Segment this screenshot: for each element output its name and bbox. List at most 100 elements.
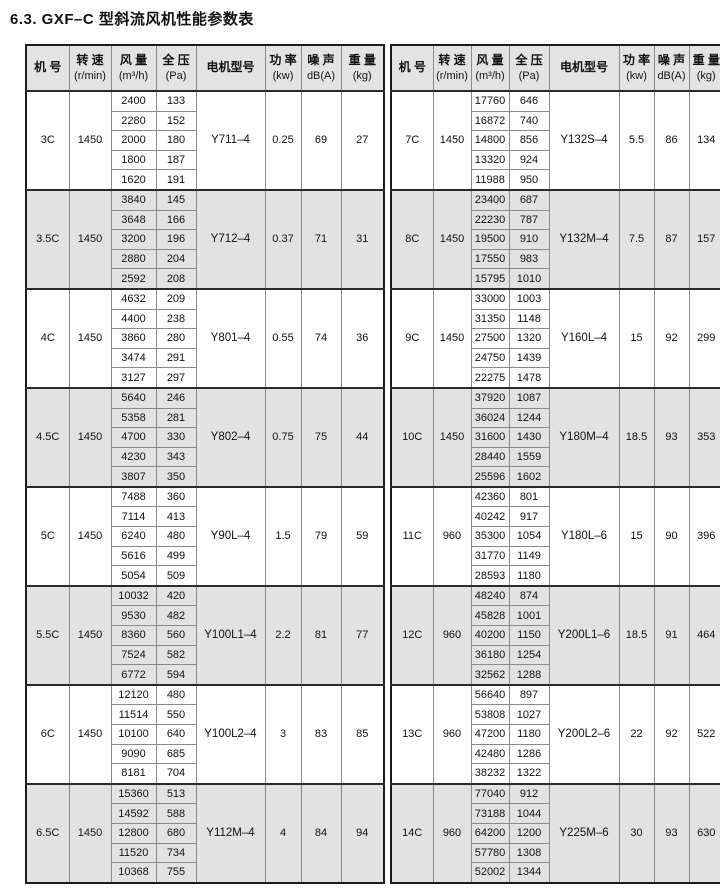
- pressure-cell: 499: [155, 545, 197, 567]
- pressure-cell: 917: [508, 506, 550, 528]
- pressure-cell: 550: [155, 704, 197, 725]
- pressure-cell: 1254: [508, 644, 550, 666]
- pressure-cell: 513: [155, 782, 197, 805]
- pressure-cell: 740: [508, 110, 550, 132]
- model-cell: 4C: [25, 287, 70, 389]
- speed-cell: 1450: [68, 485, 112, 587]
- pressure-cell: 1478: [508, 367, 550, 389]
- model-cell: 6C: [25, 683, 70, 785]
- flow-cell: 5616: [110, 545, 157, 567]
- motor-cell: Y90L–4: [195, 485, 266, 587]
- weight-cell: 299: [688, 287, 720, 389]
- weight-cell: 353: [688, 386, 720, 488]
- flow-cell: 28440: [470, 446, 510, 468]
- pressure-cell: 1308: [508, 842, 550, 864]
- flow-cell: 16872: [470, 110, 510, 132]
- speed-cell: 1450: [432, 386, 472, 488]
- model-cell: 10C: [390, 386, 434, 488]
- flow-cell: 37920: [470, 386, 510, 409]
- power-cell: 0.75: [264, 386, 302, 488]
- noise-cell: 93: [653, 386, 690, 488]
- motor-cell: Y160L–4: [548, 287, 620, 389]
- flow-cell: 31600: [470, 427, 510, 448]
- header-cell-3: 全 压 (Pa): [508, 44, 550, 92]
- noise-cell: 75: [300, 386, 342, 488]
- flow-cell: 28593: [470, 565, 510, 587]
- flow-cell: 15360: [110, 782, 157, 805]
- pressure-cell: 509: [155, 565, 197, 587]
- pressure-cell: 480: [155, 683, 197, 706]
- power-cell: 18.5: [618, 584, 655, 686]
- flow-cell: 73188: [470, 803, 510, 824]
- pressure-cell: 1149: [508, 545, 550, 567]
- model-cell: 13C: [390, 683, 434, 785]
- speed-cell: 1450: [68, 386, 112, 488]
- motor-cell: Y180L–6: [548, 485, 620, 587]
- pressure-cell: 787: [508, 209, 550, 231]
- power-cell: 0.25: [264, 90, 302, 191]
- speed-cell: 960: [432, 584, 472, 686]
- flow-cell: 4230: [110, 446, 157, 468]
- pressure-cell: 1288: [508, 664, 550, 686]
- header-cell-2: 风 量 (m³/h): [110, 44, 157, 92]
- flow-cell: 45828: [470, 605, 510, 627]
- page-title: 6.3. GXF–C 型斜流风机性能参数表: [10, 11, 254, 28]
- pressure-cell: 1286: [508, 743, 550, 765]
- flow-cell: 77040: [470, 782, 510, 805]
- speed-cell: 960: [432, 782, 472, 884]
- pressure-cell: 1244: [508, 407, 550, 429]
- pressure-cell: 191: [155, 169, 197, 191]
- pressure-cell: 680: [155, 822, 197, 844]
- flow-cell: 8181: [110, 763, 157, 785]
- flow-cell: 10032: [110, 584, 157, 607]
- power-cell: 1.5: [264, 485, 302, 587]
- model-cell: 8C: [390, 188, 434, 290]
- pressure-cell: 180: [155, 130, 197, 151]
- pressure-cell: 482: [155, 605, 197, 627]
- noise-cell: 90: [653, 485, 690, 587]
- pressure-cell: 1148: [508, 308, 550, 330]
- weight-cell: 522: [688, 683, 720, 785]
- model-cell: 14C: [390, 782, 434, 884]
- flow-cell: 5054: [110, 565, 157, 587]
- pressure-cell: 910: [508, 229, 550, 250]
- pressure-cell: 1180: [508, 724, 550, 745]
- flow-cell: 3860: [110, 328, 157, 349]
- header-cell-6: 噪 声 dB(A): [653, 44, 690, 92]
- power-cell: 22: [618, 683, 655, 785]
- power-cell: 3: [264, 683, 302, 785]
- flow-cell: 12120: [110, 683, 157, 706]
- noise-cell: 86: [653, 90, 690, 191]
- flow-cell: 33000: [470, 287, 510, 310]
- header-cell-0: 机 号: [25, 44, 70, 92]
- flow-cell: 2592: [110, 268, 157, 290]
- flow-cell: 7488: [110, 485, 157, 508]
- header-cell-5: 功 率 (kw): [618, 44, 655, 92]
- weight-cell: 396: [688, 485, 720, 587]
- weight-cell: 36: [340, 287, 385, 389]
- flow-cell: 53808: [470, 704, 510, 725]
- flow-cell: 4632: [110, 287, 157, 310]
- flow-cell: 6772: [110, 664, 157, 686]
- noise-cell: 92: [653, 683, 690, 785]
- flow-cell: 64200: [470, 822, 510, 844]
- flow-cell: 5358: [110, 407, 157, 429]
- pressure-cell: 246: [155, 386, 197, 409]
- header-cell-2: 风 量 (m³/h): [470, 44, 510, 92]
- flow-cell: 36180: [470, 644, 510, 666]
- model-cell: 3.5C: [25, 188, 70, 290]
- motor-cell: Y802–4: [195, 386, 266, 488]
- noise-cell: 92: [653, 287, 690, 389]
- speed-cell: 1450: [432, 188, 472, 290]
- weight-cell: 31: [340, 188, 385, 290]
- pressure-cell: 1322: [508, 763, 550, 785]
- flow-cell: 14592: [110, 803, 157, 824]
- model-cell: 11C: [390, 485, 434, 587]
- flow-cell: 3648: [110, 209, 157, 231]
- model-cell: 3C: [25, 90, 70, 191]
- header-cell-3: 全 压 (Pa): [155, 44, 197, 92]
- pressure-cell: 1044: [508, 803, 550, 824]
- speed-cell: 1450: [68, 683, 112, 785]
- header-cell-0: 机 号: [390, 44, 434, 92]
- flow-cell: 10100: [110, 724, 157, 745]
